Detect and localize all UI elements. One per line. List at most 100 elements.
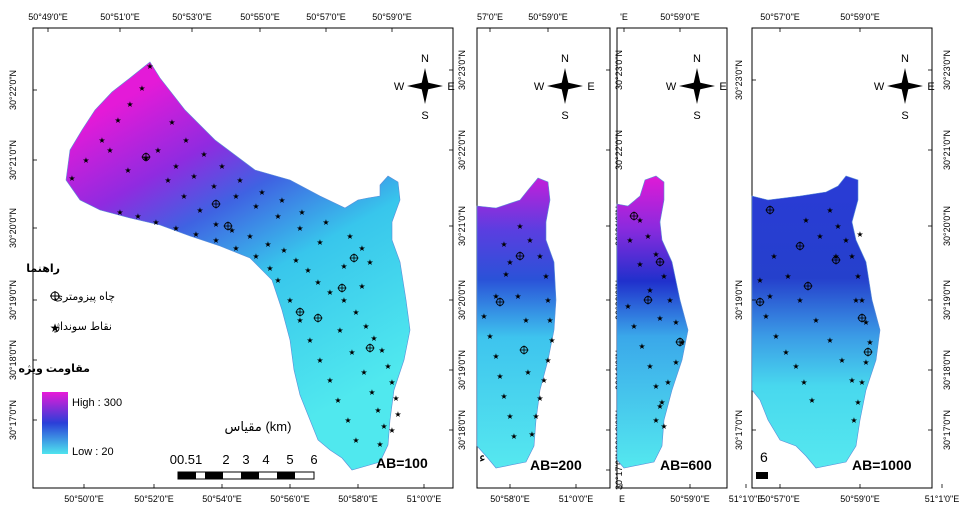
sounding-point-icon: ★ (388, 426, 395, 435)
sounding-point-icon: ★ (340, 296, 347, 305)
sounding-point-icon: ★ (854, 398, 861, 407)
coordinate-tick-label: 30°20'0"N (942, 206, 952, 246)
sounding-point-icon: ★ (630, 322, 637, 331)
panel-1-frame (32, 27, 454, 489)
compass-n: N (561, 53, 569, 65)
coordinate-tick-label: 50°56'0"E (270, 494, 310, 504)
sounding-point-icon: ★ (352, 436, 359, 445)
sounding-point-icon: ★ (480, 312, 487, 321)
scale-tick-label: 3 (242, 452, 249, 467)
legend-high: High : 300 (72, 397, 122, 409)
well-point-icon (857, 313, 867, 323)
well-point-icon (337, 283, 347, 293)
legend-resistivity-title: مقاومت ویژه (18, 363, 90, 375)
coordinate-tick-label: 51°1'0"E (729, 494, 764, 504)
sounding-point-icon: ★ (126, 100, 133, 109)
sounding-point-icon: ★ (862, 358, 869, 367)
sounding-point-icon: ★ (646, 362, 653, 371)
sounding-point-icon: ★ (124, 166, 131, 175)
scale-partial-label: 6 (760, 449, 768, 465)
panel-3-area (616, 175, 689, 469)
well-point-icon (349, 253, 359, 263)
sounding-point-icon: ★ (624, 302, 631, 311)
panel-4: ★★★★★★★★★★★★★★★★★★★★★★★★★★★★★★ ★★ N S W E… (734, 12, 959, 504)
panel-2-ab-label: AB=200 (530, 457, 582, 473)
coordinate-tick-label: 30°18'0"N (942, 350, 952, 390)
sounding-point-icon: ★ (252, 252, 259, 261)
sounding-point-icon: ★ (522, 316, 529, 325)
coordinate-tick-label: 50°59'0"E (670, 494, 710, 504)
coordinate-tick-label: 50°57'0"E (306, 12, 346, 22)
coordinate-tick-label: 51°0'0"E (559, 494, 594, 504)
sounding-point-icon: ★ (134, 212, 141, 221)
sounding-point-icon: ★ (316, 238, 323, 247)
coordinate-tick-label: 30°17'0"N (734, 410, 744, 450)
well-point-icon (755, 297, 765, 307)
well-point-icon (795, 241, 805, 251)
well-point-icon (519, 345, 529, 355)
coordinate-tick-label: 50°59'0"E (840, 494, 880, 504)
sounding-point-icon: ★ (658, 398, 665, 407)
well-point-icon (495, 297, 505, 307)
coordinate-tick-label: 50°49'0"E (28, 12, 68, 22)
sounding-point-icon: ★ (366, 258, 373, 267)
sounding-point-icon: ★ (172, 224, 179, 233)
sounding-point-icon: ★ (500, 240, 507, 249)
sounding-point-icon: ★ (626, 236, 633, 245)
sounding-point-icon: ★ (286, 296, 293, 305)
scale-tick-label: 4 (262, 452, 269, 467)
sounding-point-icon: ★ (172, 162, 179, 171)
coordinate-tick-label: 50°55'0"E (240, 12, 280, 22)
sounding-point-icon: ★ (858, 296, 865, 305)
coordinate-tick-label: 30°23'0"N (614, 50, 624, 90)
sounding-point-icon: ★ (546, 316, 553, 325)
sounding-point-icon: ★ (838, 356, 845, 365)
sounding-point-icon: ★ (646, 286, 653, 295)
sounding-point-icon: ★ (82, 156, 89, 165)
sounding-point-icon: ★ (502, 270, 509, 279)
sounding-point-icon: ★ (762, 312, 769, 321)
compass-s: S (561, 110, 568, 122)
sounding-point-icon: ★ (858, 378, 865, 387)
sounding-point-icon: ★ (652, 416, 659, 425)
sounding-point-icon: ★ (656, 314, 663, 323)
sounding-point-icon: ★ (380, 422, 387, 431)
sounding-point-icon: ★ (296, 316, 303, 325)
sounding-point-icon: ★ (340, 262, 347, 271)
sounding-point-icon: ★ (544, 296, 551, 305)
coordinate-tick-label: 57'0"E (477, 12, 503, 22)
compass-s: S (421, 110, 428, 122)
sounding-point-icon: ★ (344, 416, 351, 425)
well-point-icon (675, 337, 685, 347)
sounding-point-icon: ★ (802, 216, 809, 225)
coordinate-tick-label: 30°19'0"N (8, 280, 18, 320)
sounding-point-icon: ★ (854, 272, 861, 281)
sounding-point-icon: ★ (212, 236, 219, 245)
panel-4-ab-label: AB=1000 (852, 457, 912, 473)
coordinate-tick-label: 30°19'0"N (457, 350, 467, 390)
well-point-icon (223, 221, 233, 231)
sounding-point-icon: ★ (292, 256, 299, 265)
legend-sounding-label: نقاط سونداژ (54, 321, 112, 333)
coordinate-tick-label: 50°58'0"E (338, 494, 378, 504)
sounding-point-icon: ★ (826, 336, 833, 345)
sounding-point-icon: ★ (326, 376, 333, 385)
sounding-point-icon: ★ (296, 224, 303, 233)
coordinate-tick-label: 51°1'0"E (925, 494, 960, 504)
coordinate-tick-label: 30°21'0"N (8, 140, 18, 180)
sounding-point-icon: ★ (210, 182, 217, 191)
compass-n: N (901, 53, 909, 65)
panel-3: ★★★★★★★★★★★★★★★★★★★★★★ N S W E AB=600 'E… (616, 12, 764, 504)
sounding-point-icon: ★ (796, 296, 803, 305)
well-point-icon (515, 251, 525, 261)
coordinate-tick-label: 50°50'0"E (64, 494, 104, 504)
sounding-point-icon: ★ (866, 338, 873, 347)
coordinate-tick-label: 30°19'0"N (942, 280, 952, 320)
map-legend: راهنما چاه پیزومتری ★ نقاط سونداژ مقاومت… (18, 263, 122, 458)
panel-4-area (751, 175, 881, 469)
sounding-point-icon: ★ (138, 84, 145, 93)
sounding-point-icon: ★ (636, 216, 643, 225)
panel-1-compass: N S W E (394, 53, 455, 122)
well-point-icon (643, 295, 653, 305)
sounding-point-icon: ★ (316, 356, 323, 365)
